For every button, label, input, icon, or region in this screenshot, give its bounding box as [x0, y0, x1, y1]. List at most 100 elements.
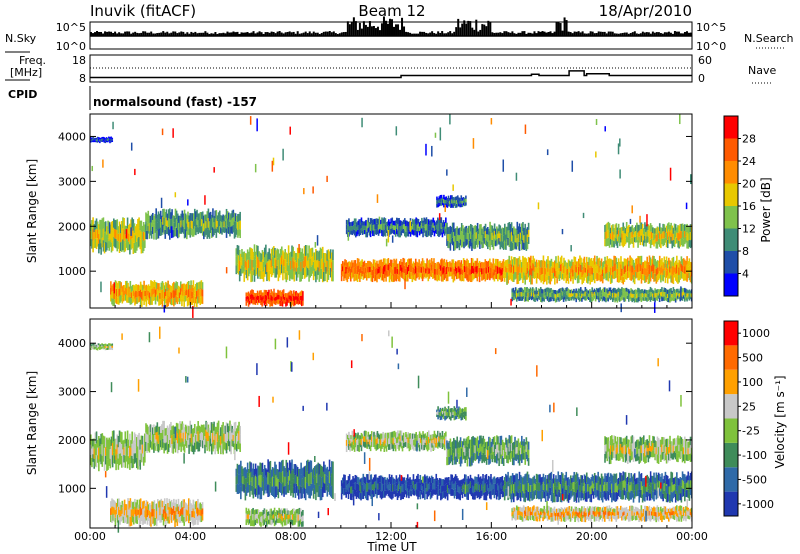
power-echo-cell: [254, 297, 257, 302]
velocity-echo-cell: [279, 509, 282, 515]
power-echo-cell: [285, 272, 288, 283]
power-echo-cell: [263, 289, 266, 296]
velocity-echo-cell: [127, 498, 129, 507]
power-echo-cell: [452, 200, 454, 205]
power-echo-cell: [300, 261, 302, 272]
power-echo-cell: [601, 288, 604, 294]
velocity-echo-cell: [159, 507, 161, 516]
power-echo-cell: [504, 240, 506, 249]
power-echo-cell: [621, 275, 623, 283]
power-echo-cell: [384, 224, 387, 231]
power-echo-cell: [437, 274, 440, 281]
velocity-echo-cell: [267, 484, 269, 497]
velocity-echo-cell: [235, 476, 238, 485]
velocity-echo-cell: [210, 443, 213, 455]
power-echo-cell: [679, 267, 682, 274]
nsky-bar: [413, 33, 416, 36]
power-echo-cell: [585, 274, 588, 283]
power-echo-cell: [435, 224, 438, 230]
power-echo-cell: [110, 242, 113, 253]
power-echo-cell: [466, 273, 468, 281]
velocity-echo-cell: [302, 509, 304, 516]
velocity-echo-cell: [121, 455, 123, 468]
velocity-echo-cell: [286, 519, 288, 525]
power-echo-cell: [214, 225, 217, 234]
power-echo-cell: [283, 259, 285, 267]
velocity-echo-cell: [294, 515, 296, 521]
power-echo-cell: [635, 289, 638, 295]
power-echo-cell: [470, 258, 473, 267]
power-echo-cell: [630, 288, 632, 293]
power-echo-cell: [521, 241, 523, 251]
power-echo-cell: [497, 266, 499, 274]
velocity-echo-cell: [387, 484, 390, 491]
velocity-echo-cell: [226, 432, 229, 442]
velocity-echo-cell: [267, 471, 269, 485]
power-echo-cell: [663, 231, 666, 239]
power-echo-cell: [306, 255, 308, 267]
power-echo-cell: [577, 274, 580, 283]
power-echo-cell: [552, 297, 555, 302]
power-echo-cell: [261, 259, 264, 270]
velocity-echo-cell: [393, 483, 395, 489]
power-echo-cell: [127, 282, 129, 290]
power-echo-cell: [623, 266, 626, 275]
power-echo-cell: [646, 230, 648, 237]
power-echo-cell: [193, 293, 196, 301]
velocity-echo-cell: [263, 508, 266, 514]
power-echo-cell: [493, 230, 496, 239]
power-echo-cell: [519, 287, 522, 292]
power-echo-cell: [390, 218, 392, 224]
power-echo-cell: [608, 271, 611, 279]
velocity-echo-cell: [139, 439, 142, 450]
velocity-echo-cell: [332, 461, 334, 475]
power-echo-cell: [456, 240, 458, 249]
power-echo-cell: [506, 259, 508, 268]
power-echo-cell: [295, 290, 297, 296]
power-echo-cell: [492, 265, 495, 273]
power-echo-cell: [620, 232, 622, 238]
power-echo-cell: [665, 296, 668, 301]
velocity-echo-cell: [209, 422, 212, 431]
power-echo-cell: [375, 229, 378, 235]
power-echo-cell: [132, 219, 135, 231]
power-echo-speck: [685, 202, 688, 210]
power-echo-cell: [489, 265, 491, 273]
power-echo-cell: [426, 231, 429, 237]
velocity-echo-cell: [131, 431, 133, 444]
power-echo-cell: [634, 297, 637, 303]
power-colorbar-swatch: [724, 138, 738, 161]
power-echo-cell: [133, 233, 136, 243]
power-echo-cell: [402, 272, 405, 280]
power-echo-cell: [518, 288, 520, 293]
power-echo-cell: [384, 264, 386, 272]
velocity-echo-cell: [253, 477, 256, 486]
velocity-echo-cell: [264, 509, 267, 514]
power-echo-cell: [256, 295, 259, 301]
power-echo-cell: [167, 226, 170, 236]
power-echo-cell: [652, 255, 654, 264]
power-echo-cell: [538, 259, 540, 267]
power-echo-cell: [560, 295, 563, 300]
velocity-echo-cell: [257, 465, 259, 477]
power-echo-cell: [545, 291, 548, 296]
power-echo-cell: [660, 274, 662, 283]
velocity-echo-cell: [389, 491, 392, 499]
velocity-echo-cell: [321, 476, 324, 488]
velocity-echo-cell: [122, 510, 125, 517]
power-echo-cell: [131, 290, 134, 297]
power-echo-cell: [585, 292, 588, 297]
velocity-echo-cell: [255, 513, 258, 519]
power-echo-cell: [552, 289, 555, 294]
power-echo-cell: [514, 294, 517, 299]
power-echo-cell: [190, 288, 192, 297]
velocity-echo-cell: [170, 438, 172, 447]
power-echo-cell: [106, 242, 108, 251]
power-echo-cell: [601, 269, 604, 277]
velocity-echo-cell: [261, 462, 264, 473]
power-echo-cell: [311, 265, 314, 274]
power-echo-cell: [164, 211, 167, 221]
power-echo-cell: [595, 295, 598, 300]
velocity-echo-cell: [279, 518, 282, 524]
power-echo-cell: [201, 219, 204, 228]
